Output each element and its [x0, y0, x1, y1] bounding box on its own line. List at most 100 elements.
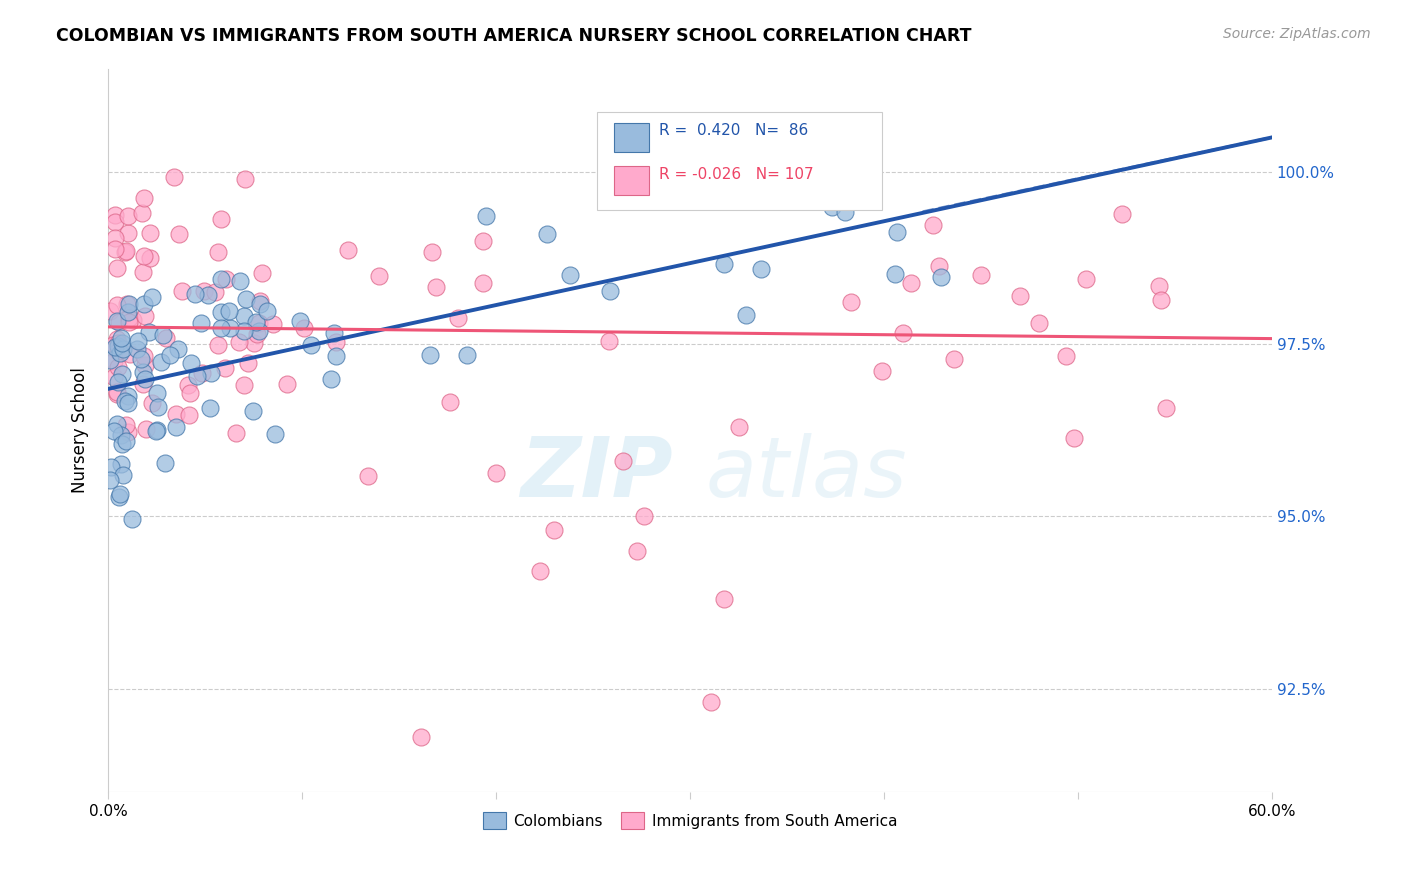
Point	[103, 370, 125, 384]
Point	[529, 565, 551, 579]
Text: R =  0.420   N=  86: R = 0.420 N= 86	[658, 122, 808, 137]
Point	[115, 244, 138, 259]
Point	[114, 434, 136, 449]
Point	[292, 321, 315, 335]
Point	[207, 244, 229, 259]
Point	[886, 225, 908, 239]
Point	[209, 211, 232, 226]
Point	[209, 320, 232, 334]
Point	[108, 346, 131, 360]
Point	[131, 376, 153, 391]
Point	[104, 215, 127, 229]
Point	[186, 369, 208, 384]
Point	[870, 364, 893, 378]
Point	[543, 523, 565, 537]
Point	[159, 348, 181, 362]
Point	[193, 284, 215, 298]
Point	[105, 417, 128, 432]
Text: Source: ZipAtlas.com: Source: ZipAtlas.com	[1223, 27, 1371, 41]
Point	[111, 367, 134, 381]
Point	[105, 333, 128, 347]
Point	[105, 298, 128, 312]
Point	[256, 304, 278, 318]
Text: 60.0%: 60.0%	[1247, 805, 1296, 820]
Point	[107, 375, 129, 389]
Point	[699, 695, 721, 709]
Point	[110, 331, 132, 345]
Point	[821, 200, 844, 214]
Point	[105, 314, 128, 328]
Point	[150, 355, 173, 369]
Point	[139, 252, 162, 266]
Point	[1154, 401, 1177, 416]
Point	[728, 419, 751, 434]
Point	[114, 245, 136, 260]
FancyBboxPatch shape	[614, 166, 650, 195]
Point	[152, 327, 174, 342]
Point	[262, 318, 284, 332]
Point	[98, 304, 121, 318]
Point	[103, 424, 125, 438]
Point	[236, 356, 259, 370]
Point	[834, 205, 856, 219]
Point	[145, 424, 167, 438]
Point	[111, 335, 134, 350]
Point	[200, 366, 222, 380]
Point	[1147, 278, 1170, 293]
Point	[110, 457, 132, 471]
Point	[243, 336, 266, 351]
Point	[228, 334, 250, 349]
Point	[105, 260, 128, 275]
Point	[117, 315, 139, 329]
Point	[98, 353, 121, 368]
Point	[225, 425, 247, 440]
Y-axis label: Nursery School: Nursery School	[72, 368, 89, 493]
Point	[425, 279, 447, 293]
Point	[218, 304, 240, 318]
Point	[117, 396, 139, 410]
Point	[110, 428, 132, 442]
Point	[165, 407, 187, 421]
Point	[250, 266, 273, 280]
Point	[276, 376, 298, 391]
Point	[263, 427, 285, 442]
Text: COLOMBIAN VS IMMIGRANTS FROM SOUTH AMERICA NURSERY SCHOOL CORRELATION CHART: COLOMBIAN VS IMMIGRANTS FROM SOUTH AMERI…	[56, 27, 972, 45]
Point	[198, 401, 221, 415]
Text: 0.0%: 0.0%	[89, 805, 128, 820]
Point	[215, 272, 238, 286]
Point	[1054, 349, 1077, 363]
Point	[98, 473, 121, 487]
Point	[115, 297, 138, 311]
Point	[100, 459, 122, 474]
Point	[104, 231, 127, 245]
Point	[235, 292, 257, 306]
Point	[104, 340, 127, 354]
Point	[598, 334, 620, 348]
Point	[177, 408, 200, 422]
Point	[357, 468, 380, 483]
Point	[101, 338, 124, 352]
Point	[105, 386, 128, 401]
Point	[471, 277, 494, 291]
Point	[170, 285, 193, 299]
Point	[246, 326, 269, 341]
Point	[107, 360, 129, 375]
Point	[169, 227, 191, 241]
Point	[233, 172, 256, 186]
Point	[299, 338, 322, 352]
Point	[713, 257, 735, 271]
Point	[409, 730, 432, 744]
Point	[1111, 207, 1133, 221]
Point	[209, 272, 232, 286]
Point	[134, 372, 156, 386]
Point	[132, 265, 155, 279]
Point	[127, 334, 149, 348]
Point	[735, 308, 758, 322]
Point	[177, 378, 200, 392]
Point	[1063, 431, 1085, 445]
Point	[141, 395, 163, 409]
Point	[134, 358, 156, 372]
Point	[183, 287, 205, 301]
Point	[560, 268, 582, 283]
Point	[163, 169, 186, 184]
